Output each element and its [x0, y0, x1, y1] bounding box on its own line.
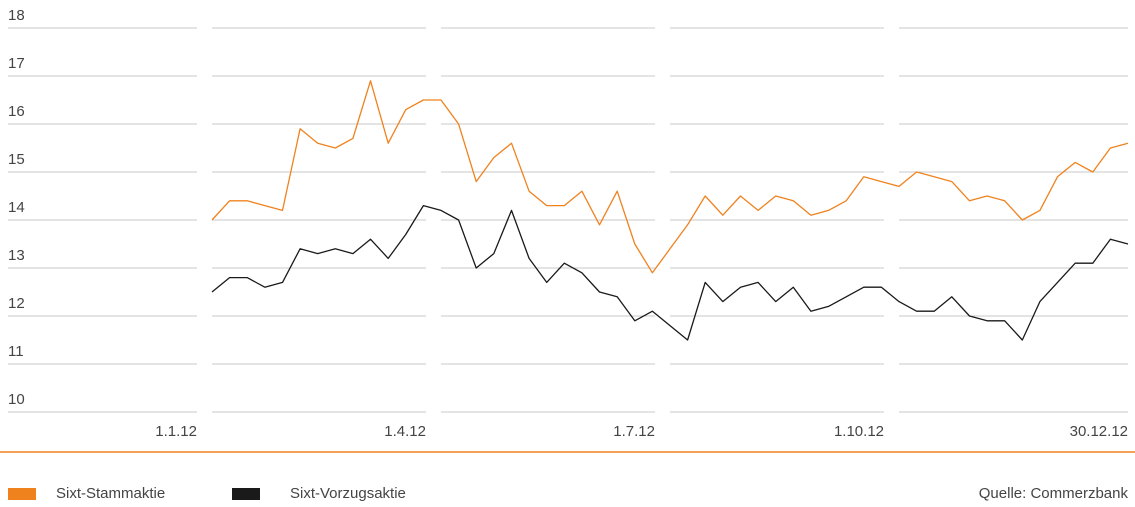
y-tick-label: 16 [8, 103, 25, 120]
x-tick-label: 1.7.12 [613, 423, 655, 440]
y-tick-label: 14 [8, 199, 25, 216]
y-tick-label: 15 [8, 151, 25, 168]
legend-swatch [232, 488, 260, 500]
x-tick-label: 1.10.12 [834, 423, 884, 440]
x-tick-label: 1.1.12 [155, 423, 197, 440]
source: Quelle: Commerzbank [979, 485, 1129, 502]
y-tick-label: 10 [8, 391, 25, 408]
legend-swatch [8, 488, 36, 500]
legend-label: Sixt-Stammaktie [56, 485, 165, 502]
series-line [211, 80, 1129, 274]
y-tick-label: 13 [8, 247, 25, 264]
series-line [211, 204, 1129, 341]
legend-label: Sixt-Vorzugsaktie [290, 485, 406, 502]
y-tick-label: 17 [8, 55, 25, 72]
y-tick-label: 12 [8, 295, 25, 312]
y-tick-label: 18 [8, 7, 25, 24]
x-tick-label: 30.12.12 [1070, 423, 1128, 440]
x-tick-label: 1.4.12 [384, 423, 426, 440]
y-tick-label: 11 [8, 343, 24, 360]
